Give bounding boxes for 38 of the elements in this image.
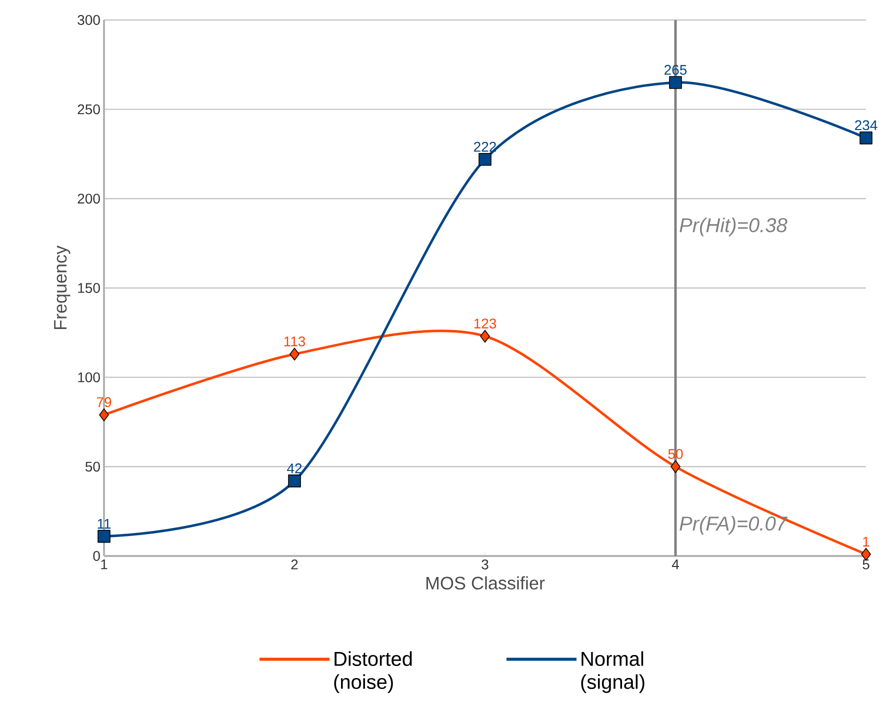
x-tick-label: 4 [672,560,679,570]
point [290,348,300,360]
y-tick-label: 150 [78,283,100,293]
point [99,408,109,422]
point [861,548,871,561]
legend-label: Normal (signal) [581,651,644,693]
point [98,530,110,543]
data-label: 42 [287,463,302,474]
y-axis-title: Frequency [54,246,70,330]
x-tick-label: 2 [291,560,298,570]
data-label: 265 [664,64,687,75]
y-tick-label: 250 [78,104,100,114]
data-label: 11 [98,518,111,529]
point [670,460,680,474]
point [860,132,872,144]
data-label: 234 [855,120,878,130]
point [480,330,490,343]
x-axis-title: MOS Classifier [426,576,545,590]
point [478,152,492,166]
x-tick-label: 1 [101,560,108,570]
data-label: 113 [284,336,306,346]
data-label: 1 [863,536,870,546]
point [288,474,301,488]
data-label: 123 [474,318,496,329]
y-tick-label: 50 [85,462,100,472]
annotation: Pr(Hit)=0.38 [680,218,788,236]
data-label: 79 [96,397,112,408]
annotation: Pr(FA)=0.07 [680,516,788,535]
data-label: 222 [474,142,496,152]
x-tick-label: 5 [862,560,870,570]
x-tick-label: 3 [482,560,488,570]
y-tick-label: 200 [78,194,100,204]
y-tick-label: 0 [93,551,100,561]
data-label: 50 [668,449,683,459]
point [669,76,682,89]
legend-label: Distorted (noise) [334,651,412,693]
y-tick-label: 100 [78,372,100,382]
y-tick-label: 300 [78,15,100,25]
